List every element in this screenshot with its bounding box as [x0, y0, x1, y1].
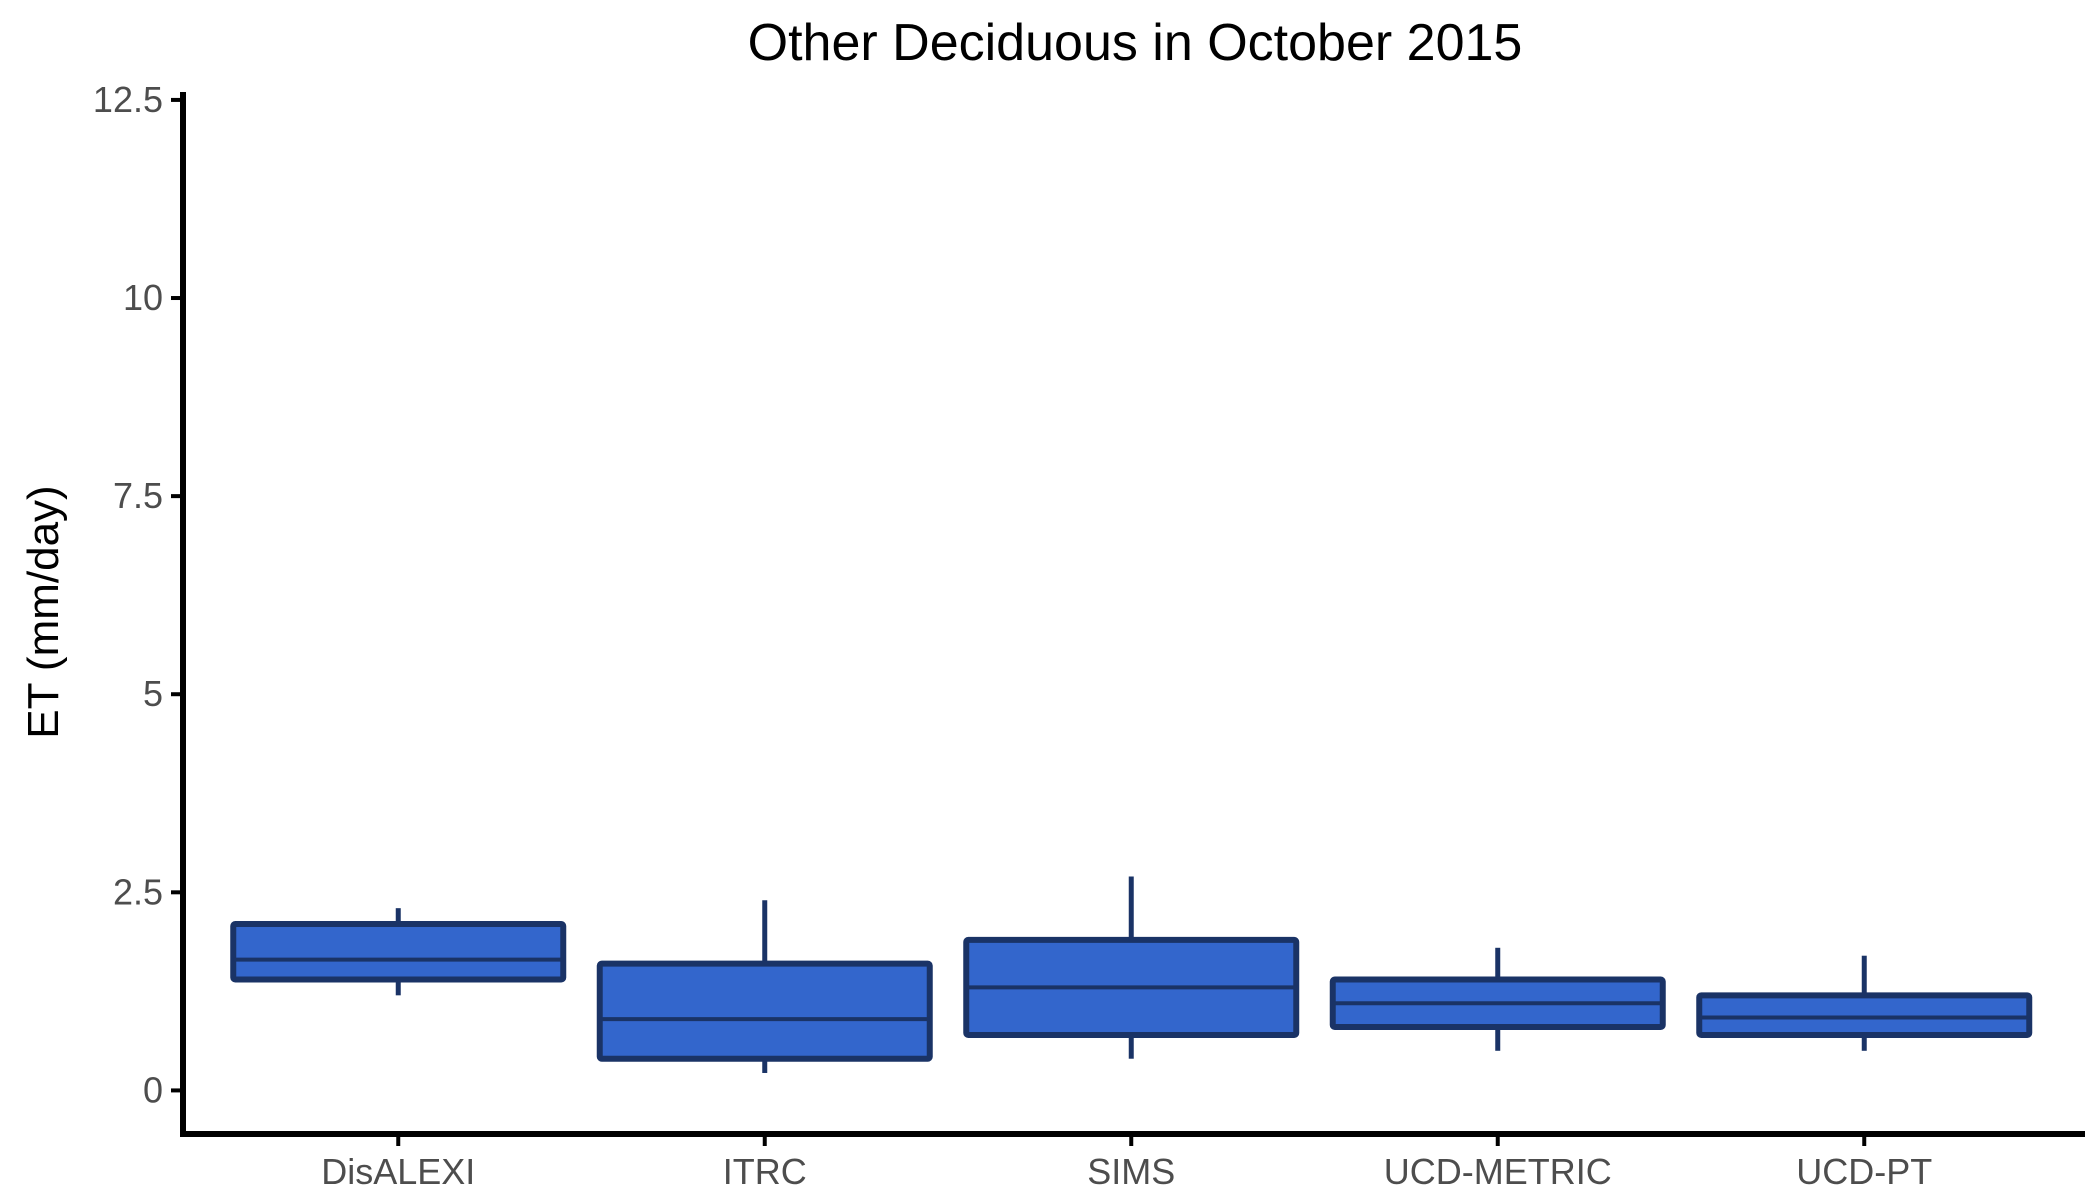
- x-tick-label: DisALEXI: [321, 1151, 475, 1192]
- y-tick-label: 7.5: [113, 475, 163, 516]
- y-tick-label: 5: [143, 673, 163, 714]
- chart-title: Other Deciduous in October 2015: [748, 14, 1523, 72]
- x-tick-label: ITRC: [723, 1151, 807, 1192]
- x-tick-label: SIMS: [1087, 1151, 1175, 1192]
- y-tick-label: 0: [143, 1069, 163, 1110]
- y-tick-label: 12.5: [93, 79, 163, 120]
- box-disalexi: [230, 921, 567, 983]
- x-tick-label: UCD-METRIC: [1384, 1151, 1612, 1192]
- box-itrc: [596, 960, 933, 1062]
- plot-area: 0 2.5 5 7.5 10 12.5 DisALEXI ITRC SIMS UCD-METRIC…: [93, 79, 2033, 1192]
- y-axis-label: ET (mm/day): [19, 485, 68, 738]
- box-ucd-pt: [1696, 992, 2033, 1038]
- y-tick-label: 2.5: [113, 871, 163, 912]
- x-tick-label: UCD-PT: [1796, 1151, 1932, 1192]
- y-tick-label: 10: [123, 277, 163, 318]
